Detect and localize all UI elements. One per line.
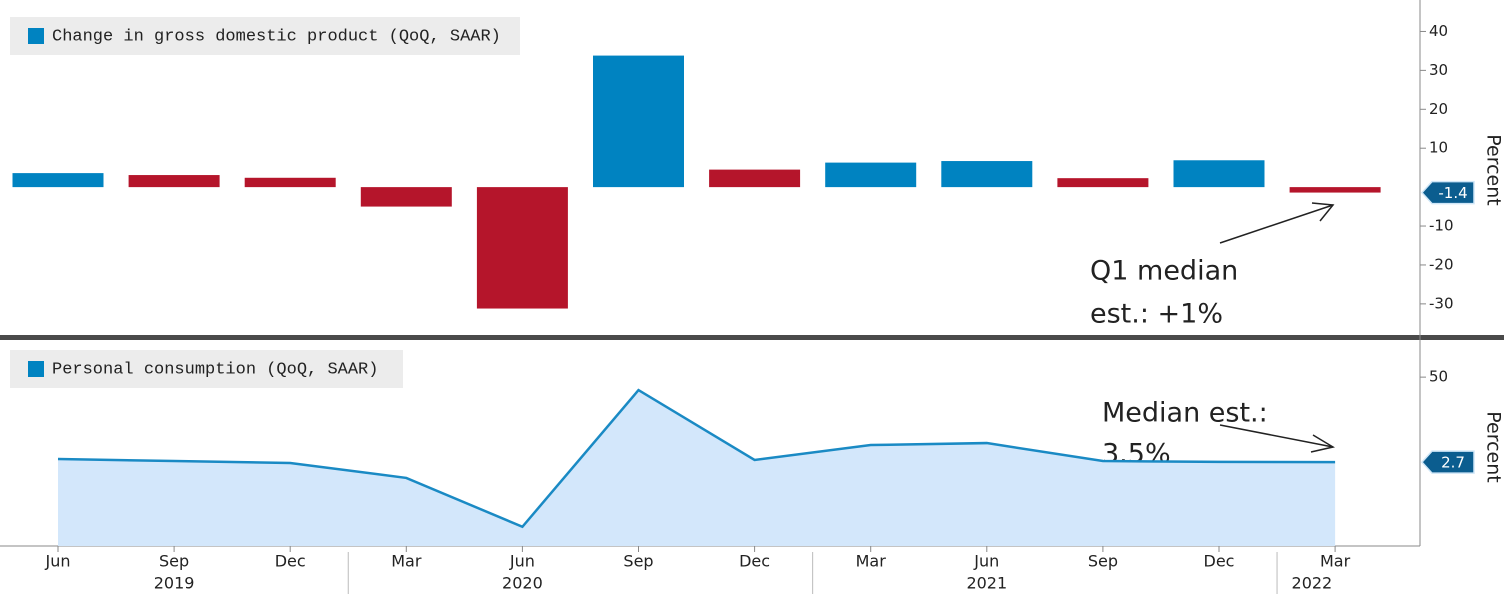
arrow-head — [1311, 202, 1335, 222]
annotation: Q1 median — [1090, 256, 1238, 287]
legend-swatch — [28, 361, 44, 377]
legend-box — [10, 17, 520, 55]
bar — [360, 187, 452, 207]
y-axis-label: Percent — [1483, 411, 1504, 483]
y-tick-label: -20 — [1429, 255, 1454, 273]
x-tick-label: Dec — [275, 552, 306, 571]
legend-swatch — [28, 28, 44, 44]
annotation-arrow — [1219, 424, 1334, 448]
last-value-tag — [1420, 180, 1475, 205]
annotation: est.: +1% — [1090, 299, 1223, 330]
year-label: 2022 — [1292, 574, 1333, 593]
x-tick-label: Dec — [739, 552, 770, 571]
bar — [12, 173, 104, 188]
arrow-head — [1310, 434, 1335, 453]
annotation-arrow — [1219, 204, 1334, 244]
x-tick-label: Sep — [159, 552, 189, 571]
y-tick-label: 20 — [1429, 100, 1448, 118]
bar — [128, 175, 220, 188]
y-tick-label: 10 — [1429, 139, 1448, 157]
annotation: Median est.: — [1102, 398, 1268, 429]
y-tick-label: -10 — [1429, 217, 1454, 235]
marks: 40 30 20 10 -10 -20 -30 -1.4 50 2.7 Jun Sep Dec Mar Ju… — [12, 22, 1475, 594]
last-value-label: -1.4 — [1438, 184, 1467, 202]
panel-divider — [0, 335, 1504, 340]
x-tick-label: Jun — [973, 552, 999, 571]
year-label: 2019 — [154, 574, 195, 593]
year-label: 2021 — [966, 574, 1007, 593]
bar — [825, 162, 917, 188]
line — [57, 388, 1336, 529]
last-value-tag — [1420, 450, 1475, 474]
bar — [1173, 160, 1265, 188]
x-tick-label: Jun — [509, 552, 535, 571]
bar — [476, 187, 568, 309]
legend-box — [10, 350, 403, 388]
x-tick-label: Sep — [623, 552, 653, 571]
x-tick-label: Sep — [1088, 552, 1118, 571]
legend-label: Change in gross domestic product (QoQ, S… — [52, 27, 501, 46]
bar — [1289, 187, 1381, 193]
y-axis-label: Percent — [1483, 134, 1504, 206]
year-label: 2020 — [502, 574, 543, 593]
bar — [1057, 178, 1149, 188]
bar — [709, 169, 801, 188]
y-tick-label: -30 — [1429, 294, 1454, 312]
y-tick-label: 40 — [1429, 22, 1448, 40]
y-tick-label: 50 — [1429, 368, 1448, 386]
bar — [244, 177, 336, 188]
x-tick-label: Dec — [1204, 552, 1235, 571]
last-value-label: 2.7 — [1441, 454, 1465, 472]
area — [58, 390, 1336, 546]
x-tick-label: Jun — [45, 552, 71, 571]
legend-label: Personal consumption (QoQ, SAAR) — [52, 360, 378, 379]
x-tick-label: Mar — [856, 552, 887, 571]
y-tick-label: 30 — [1429, 61, 1448, 79]
bar — [593, 55, 684, 188]
x-tick-label: Mar — [391, 552, 422, 571]
x-tick-label: Mar — [1320, 552, 1351, 571]
bar — [941, 161, 1033, 188]
